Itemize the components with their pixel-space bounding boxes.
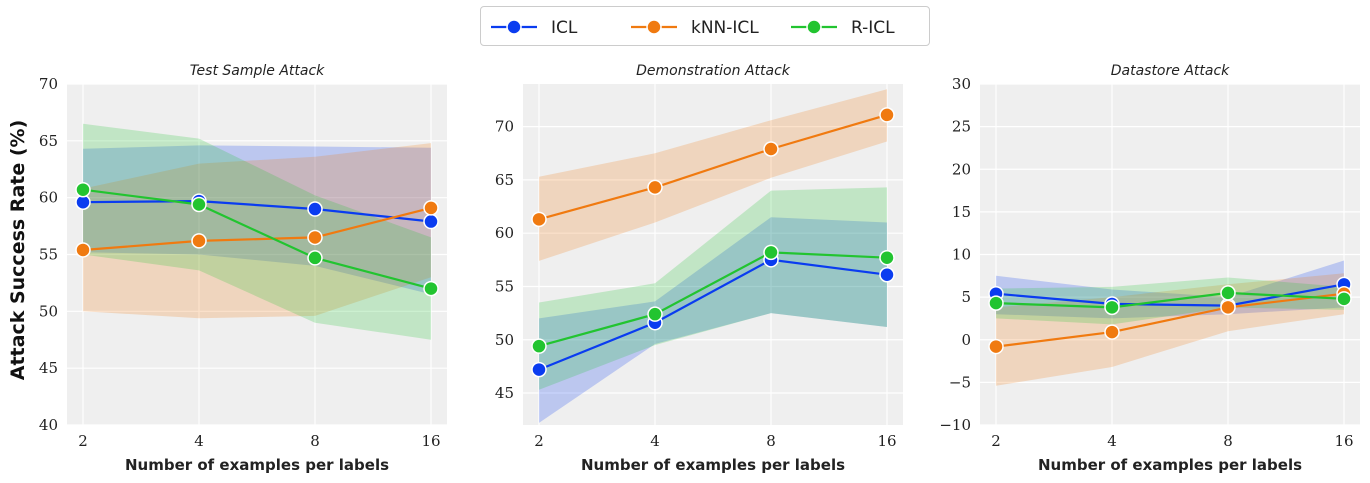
data-point-knn-icl [423,200,439,216]
confidence-band-knn-icl [539,89,887,261]
legend-marker [646,19,662,35]
x-tick-label: 8 [310,432,320,450]
y-tick-label: 50 [495,331,514,349]
y-tick-label: 25 [952,118,971,136]
confidence-band-r-icl [539,187,887,390]
series-line-knn-icl [538,113,888,221]
legend-marker [806,19,822,35]
x-tick-label: 4 [194,432,204,450]
y-tick-label: 45 [495,384,514,402]
x-tick-label: 4 [650,432,660,450]
data-point-knn-icl [531,211,547,228]
panel-title: Demonstration Attack [636,63,791,79]
x-axis-label: Number of examples per labels [125,456,389,474]
data-point-r-icl [879,249,895,266]
y-tick-label: 50 [39,302,58,320]
data-point-r-icl [423,280,439,297]
y-tick-label: 55 [39,246,58,264]
panel-title: Test Sample Attack [190,63,325,79]
legend-item-icl: ICL [491,18,578,38]
legend-item-r-icl: R-ICL [791,18,895,38]
y-tick-label: 40 [39,416,58,434]
data-point-r-icl [763,244,779,261]
x-tick-label: 2 [534,432,544,450]
data-point-r-icl [1336,291,1352,307]
x-tick-label: 16 [877,432,896,450]
legend: ICL kNN-ICL R-ICL [480,6,930,46]
series-line-icl [538,258,888,371]
series-line-knn-icl [82,206,432,252]
y-tick-label: 20 [952,160,971,178]
legend-label: kNN-ICL [691,18,759,38]
data-point-knn-icl [647,179,663,196]
y-axis-label: Attack Success Rate (%) [7,120,29,381]
data-point-r-icl [647,306,663,322]
panel-title: Datastore Attack [1111,63,1230,79]
y-tick-label: 70 [495,118,514,136]
y-tick-label: 15 [952,203,971,221]
series-line-r-icl [538,251,888,348]
x-tick-label: 2 [78,432,88,450]
data-point-icl [423,213,439,230]
data-point-knn-icl [191,233,207,249]
x-tick-label: 8 [766,432,776,450]
data-point-r-icl [531,338,547,354]
data-point-r-icl [1220,285,1236,301]
data-point-icl [879,266,895,283]
panel-3: −10 −5 0 5 10 15 20 25 30 2 4 8 16 Datastore Attack Nu… [939,63,1360,474]
series-line-r-icl [995,291,1345,309]
data-point-knn-icl [75,242,91,258]
x-tick-label: 16 [421,432,440,450]
confidence-band-icl [83,145,431,295]
data-point-r-icl [1104,299,1120,316]
x-axis-label: Number of examples per labels [1038,456,1302,474]
series-line-knn-icl [995,292,1345,348]
y-tick-label: 70 [39,75,58,93]
y-tick-label: 0 [961,331,971,349]
data-point-r-icl [191,196,207,213]
y-tick-label: 10 [952,246,971,264]
legend-label: R-ICL [851,18,895,38]
data-point-icl [307,201,323,217]
y-tick-label: 65 [495,171,514,189]
y-tick-label: 65 [39,132,58,150]
y-tick-label: 30 [952,75,971,93]
y-tick-label: 55 [495,277,514,295]
confidence-band-icl [539,217,887,423]
y-tick-label: 45 [39,359,58,377]
data-point-knn-icl [307,229,323,246]
x-tick-label: 4 [1107,432,1117,450]
panel-2: 45 50 55 60 65 70 2 4 8 16 Demonstration Attack Num… [495,63,903,474]
y-tick-label: −10 [939,416,971,434]
y-tick-label: 60 [39,189,58,207]
data-point-knn-icl [763,141,779,157]
data-point-r-icl [307,250,323,266]
data-point-r-icl [988,295,1004,311]
x-tick-label: 8 [1223,432,1233,450]
y-tick-label: 5 [961,288,971,306]
data-point-knn-icl [879,107,895,123]
x-axis-label: Number of examples per labels [581,456,845,474]
data-point-knn-icl [1104,324,1120,340]
data-point-knn-icl [988,338,1004,355]
panel-1: 40 45 50 55 60 65 70 2 4 8 16 Test Sample Attack Num… [39,63,447,474]
y-tick-label: 60 [495,224,514,242]
legend-item-knn-icl: kNN-ICL [631,18,759,38]
x-tick-label: 16 [1334,432,1353,450]
series-line-r-icl [82,188,432,290]
x-tick-label: 2 [991,432,1001,450]
data-point-icl [531,361,547,378]
data-point-r-icl [75,181,91,198]
data-point-knn-icl [1220,299,1236,316]
legend-label: ICL [551,18,578,38]
legend-marker [506,19,522,35]
y-tick-label: −5 [949,373,971,391]
series-line-icl [82,199,432,223]
